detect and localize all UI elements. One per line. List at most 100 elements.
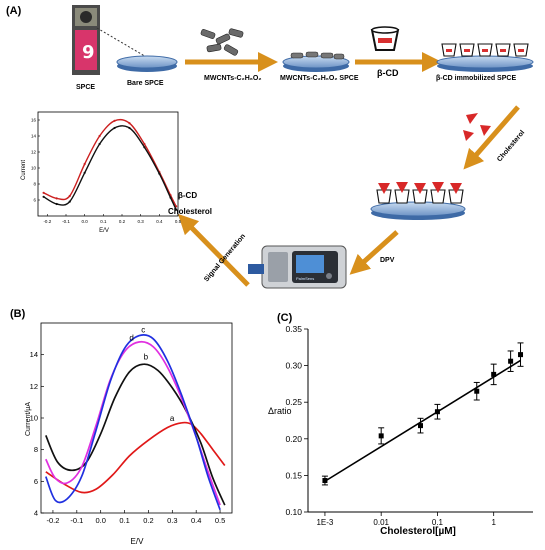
- inset-curve-bcd-marker: [113, 119, 116, 122]
- panel-c-y-axis-label: Δratio: [268, 406, 292, 416]
- panel-c-x-tick-label: 1E-3: [316, 518, 333, 527]
- panel-c-x-axis-label: Cholesterol[µM]: [380, 526, 456, 537]
- inset-legend-bcd: β-CD: [178, 191, 197, 200]
- panel-b-x-tick-label: 0.0: [95, 516, 105, 525]
- mwcnts-label: MWCNTs-C₂H₆O₂: [204, 75, 261, 82]
- panel-c-x-tick-label: 0.01: [373, 518, 389, 527]
- inset-x-tick-label: -0.1: [62, 219, 70, 224]
- inset-curve-cholesterol-marker: [83, 171, 86, 174]
- panel-c-data-point: [322, 478, 328, 484]
- inset-x-tick-label: 0.4: [156, 219, 163, 224]
- panel-b-x-tick-label: 0.4: [191, 516, 201, 525]
- inset-curve-cholesterol-marker: [175, 208, 178, 211]
- bare-spce-label: Bare SPCE: [127, 80, 164, 87]
- inset-y-tick-label: 16: [31, 118, 37, 123]
- panel-c-y-tick-label: 0.10: [285, 507, 302, 517]
- inset-x-axis-label: E/V: [99, 228, 109, 234]
- panel-c-fit-line: [324, 359, 521, 482]
- panel-b-y-tick-label: 6: [34, 477, 38, 486]
- panel-b-curve-label-a: a: [170, 414, 175, 423]
- inset-x-tick-label: 0.0: [82, 219, 89, 224]
- bcd-spce-label: β-CD immobilized SPCE: [436, 75, 516, 82]
- inset-curve-cholesterol-marker: [113, 126, 116, 130]
- panel-c-x-tick-label: 1: [491, 518, 496, 527]
- inset-curve-cholesterol-marker: [55, 202, 58, 206]
- spce-label: SPCE: [76, 84, 95, 91]
- panel-b-curve-label-b: b: [144, 352, 149, 361]
- inset-curve-bcd-marker: [83, 162, 86, 166]
- inset-curve-cholesterol-marker: [68, 200, 71, 203]
- panel-b-frame: [40, 322, 233, 514]
- inset-plot-frame: [37, 111, 179, 217]
- panel-c-y-tick-label: 0.30: [285, 361, 302, 371]
- mwcnts-bundles: [200, 28, 244, 56]
- mwcnts-spce-disk: [282, 51, 350, 72]
- beta-cd-label: β-CD: [377, 68, 399, 78]
- panel-label-b: (B): [10, 308, 26, 320]
- inset-curve-bcd-marker: [42, 191, 45, 194]
- panel-c-data-point: [508, 358, 514, 364]
- panel-b-x-tick-label: 0.5: [215, 516, 225, 525]
- panel-c-data-point: [378, 433, 384, 439]
- inset-curve-bcd: [43, 118, 177, 207]
- bcd-immobilized-spce: [436, 43, 534, 72]
- zoom-dashed-line: [96, 27, 149, 59]
- inset-x-tick-label: 0.2: [119, 219, 126, 224]
- inset-curve-cholesterol-marker: [98, 142, 101, 146]
- inset-curve-cholesterol-marker: [158, 172, 161, 175]
- panel-c-data-point: [434, 409, 440, 415]
- inset-curve-bcd-marker: [98, 134, 101, 138]
- panel-b-series-a: [45, 421, 226, 494]
- panel-b-y-tick-label: 10: [30, 414, 38, 423]
- panel-b-x-axis-label: E/V: [131, 537, 145, 546]
- panel-c-y-tick-label: 0.20: [285, 434, 302, 444]
- dpv-label: DPV: [380, 257, 395, 264]
- panel-b-chart: -0.2 -0.1 0.0 0.1 0.2 0.3 0.4 0.5 4 6 8 10 12 14 a b cd…: [25, 322, 233, 546]
- panel-b-series-c: [45, 334, 221, 511]
- panel-label-a: (A): [6, 5, 22, 17]
- inset-y-axis-label: Current: [21, 160, 27, 180]
- inset-curve-bcd-marker: [143, 142, 146, 146]
- inset-y-tick-label: 12: [31, 150, 37, 155]
- panel-c-x-tick-label: 0.1: [432, 518, 444, 527]
- panel-b-y-tick-label: 12: [30, 382, 38, 391]
- inset-x-tick-label: 0.3: [138, 219, 145, 224]
- panel-b-series-b: [45, 363, 226, 506]
- cholesterol-arrow-label: Cholesterol: [496, 129, 526, 163]
- bare-spce-disk: [116, 55, 178, 72]
- arrow-signal: [177, 213, 250, 287]
- panel-b-y-tick-label: 14: [30, 350, 38, 359]
- inset-x-tick-label: 0.1: [100, 219, 107, 224]
- panel-label-c: (C): [277, 312, 293, 324]
- inset-curve-cholesterol: [43, 125, 177, 210]
- panel-b-y-axis-label: Current/µA: [25, 402, 32, 436]
- panel-c-y-tick-label: 0.35: [285, 324, 302, 334]
- inset-curve-cholesterol-marker: [42, 195, 45, 198]
- inset-curve-bcd-marker: [128, 122, 131, 125]
- arrow-dpv: [349, 230, 399, 275]
- panel-b-x-tick-label: -0.1: [70, 516, 83, 525]
- inset-curve-cholesterol-marker: [143, 146, 146, 149]
- inset-curve-bcd-marker: [68, 194, 71, 198]
- panel-b-series-d: [45, 340, 221, 506]
- inset-curve-cholesterol-marker: [128, 126, 131, 130]
- device-brand-text: PalmSens: [296, 276, 314, 281]
- mwcnts-spce-label: MWCNTs-C₂H₆O₂ SPCE: [280, 75, 359, 82]
- inset-curve-cholesterol-marker: [169, 196, 172, 199]
- panel-b-curve-label-c: c: [141, 326, 145, 335]
- potentiostat-device: PalmSens: [248, 245, 347, 289]
- panel-c-data-point: [474, 388, 480, 394]
- panel-b-x-tick-label: 0.1: [119, 516, 129, 525]
- inset-curve-bcd-marker: [55, 197, 58, 200]
- cholesterol-bound-spce: [370, 182, 466, 220]
- panel-b-y-tick-label: 4: [34, 509, 38, 518]
- panel-c-chart: 1E-3 0.01 0.1 1 0.10 0.15 0.20 0.25 0.30 0.35 Δra…: [268, 324, 533, 537]
- inset-y-tick-label: 6: [33, 198, 36, 203]
- inset-y-tick-label: 10: [31, 166, 37, 171]
- panel-b-x-tick-label: -0.2: [46, 516, 59, 525]
- panel-c-data-point: [518, 352, 524, 358]
- spce-photo: 9: [72, 5, 100, 75]
- cholesterol-molecules: [463, 113, 491, 141]
- inset-y-tick-label: 14: [31, 134, 37, 139]
